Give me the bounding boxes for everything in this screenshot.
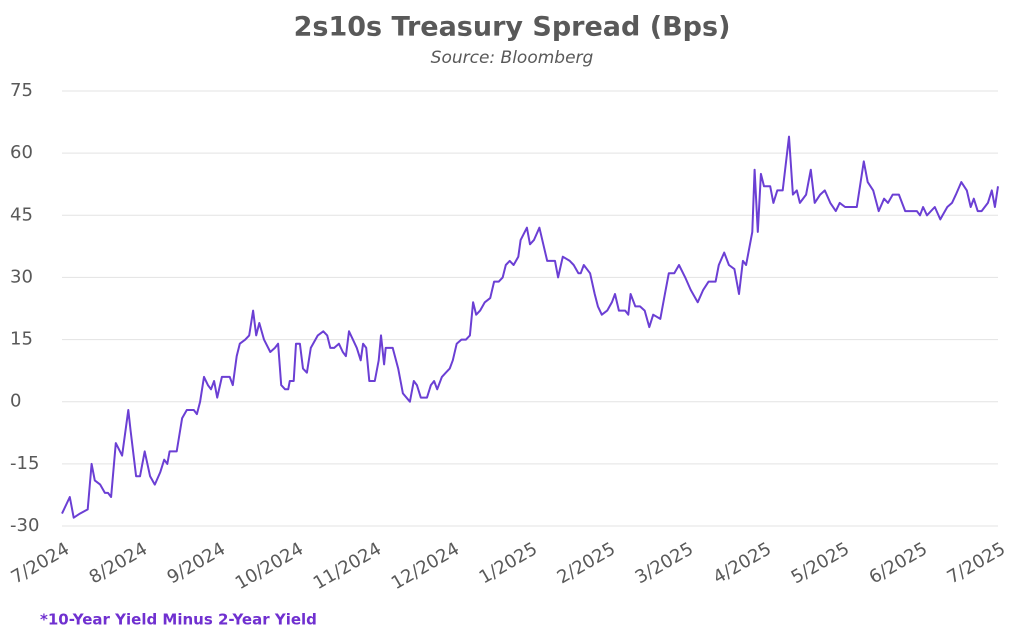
x-tick-label: 7/2025 <box>944 538 1009 588</box>
x-tick-label: 10/2024 <box>232 538 307 594</box>
chart-subtitle: Source: Bloomberg <box>431 48 594 68</box>
y-tick-label: 0 <box>10 391 21 412</box>
x-tick-label: 8/2024 <box>86 538 151 588</box>
y-tick-label: 15 <box>10 329 33 350</box>
y-tick-label: 60 <box>10 142 33 163</box>
x-tick-label: 3/2025 <box>632 538 697 588</box>
chart-title: 2s10s Treasury Spread (Bps) <box>294 12 731 43</box>
x-tick-label: 2/2025 <box>554 538 619 588</box>
x-tick-label: 7/2024 <box>8 538 73 588</box>
y-tick-label: -30 <box>10 515 39 536</box>
x-tick-label: 9/2024 <box>164 538 229 588</box>
y-tick-label: 75 <box>10 80 33 101</box>
x-tick-label: 4/2025 <box>710 538 775 588</box>
y-tick-label: -15 <box>10 453 39 474</box>
footnote: *10-Year Yield Minus 2-Year Yield <box>40 611 317 629</box>
x-tick-label: 6/2025 <box>866 538 931 588</box>
x-tick-label: 1/2025 <box>476 538 541 588</box>
y-tick-label: 30 <box>10 266 33 287</box>
x-tick-label: 5/2025 <box>788 538 853 588</box>
y-tick-label: 45 <box>10 204 33 225</box>
data-line <box>61 135 999 519</box>
x-tick-label: 12/2024 <box>388 538 463 594</box>
x-tick-label: 11/2024 <box>310 538 385 594</box>
